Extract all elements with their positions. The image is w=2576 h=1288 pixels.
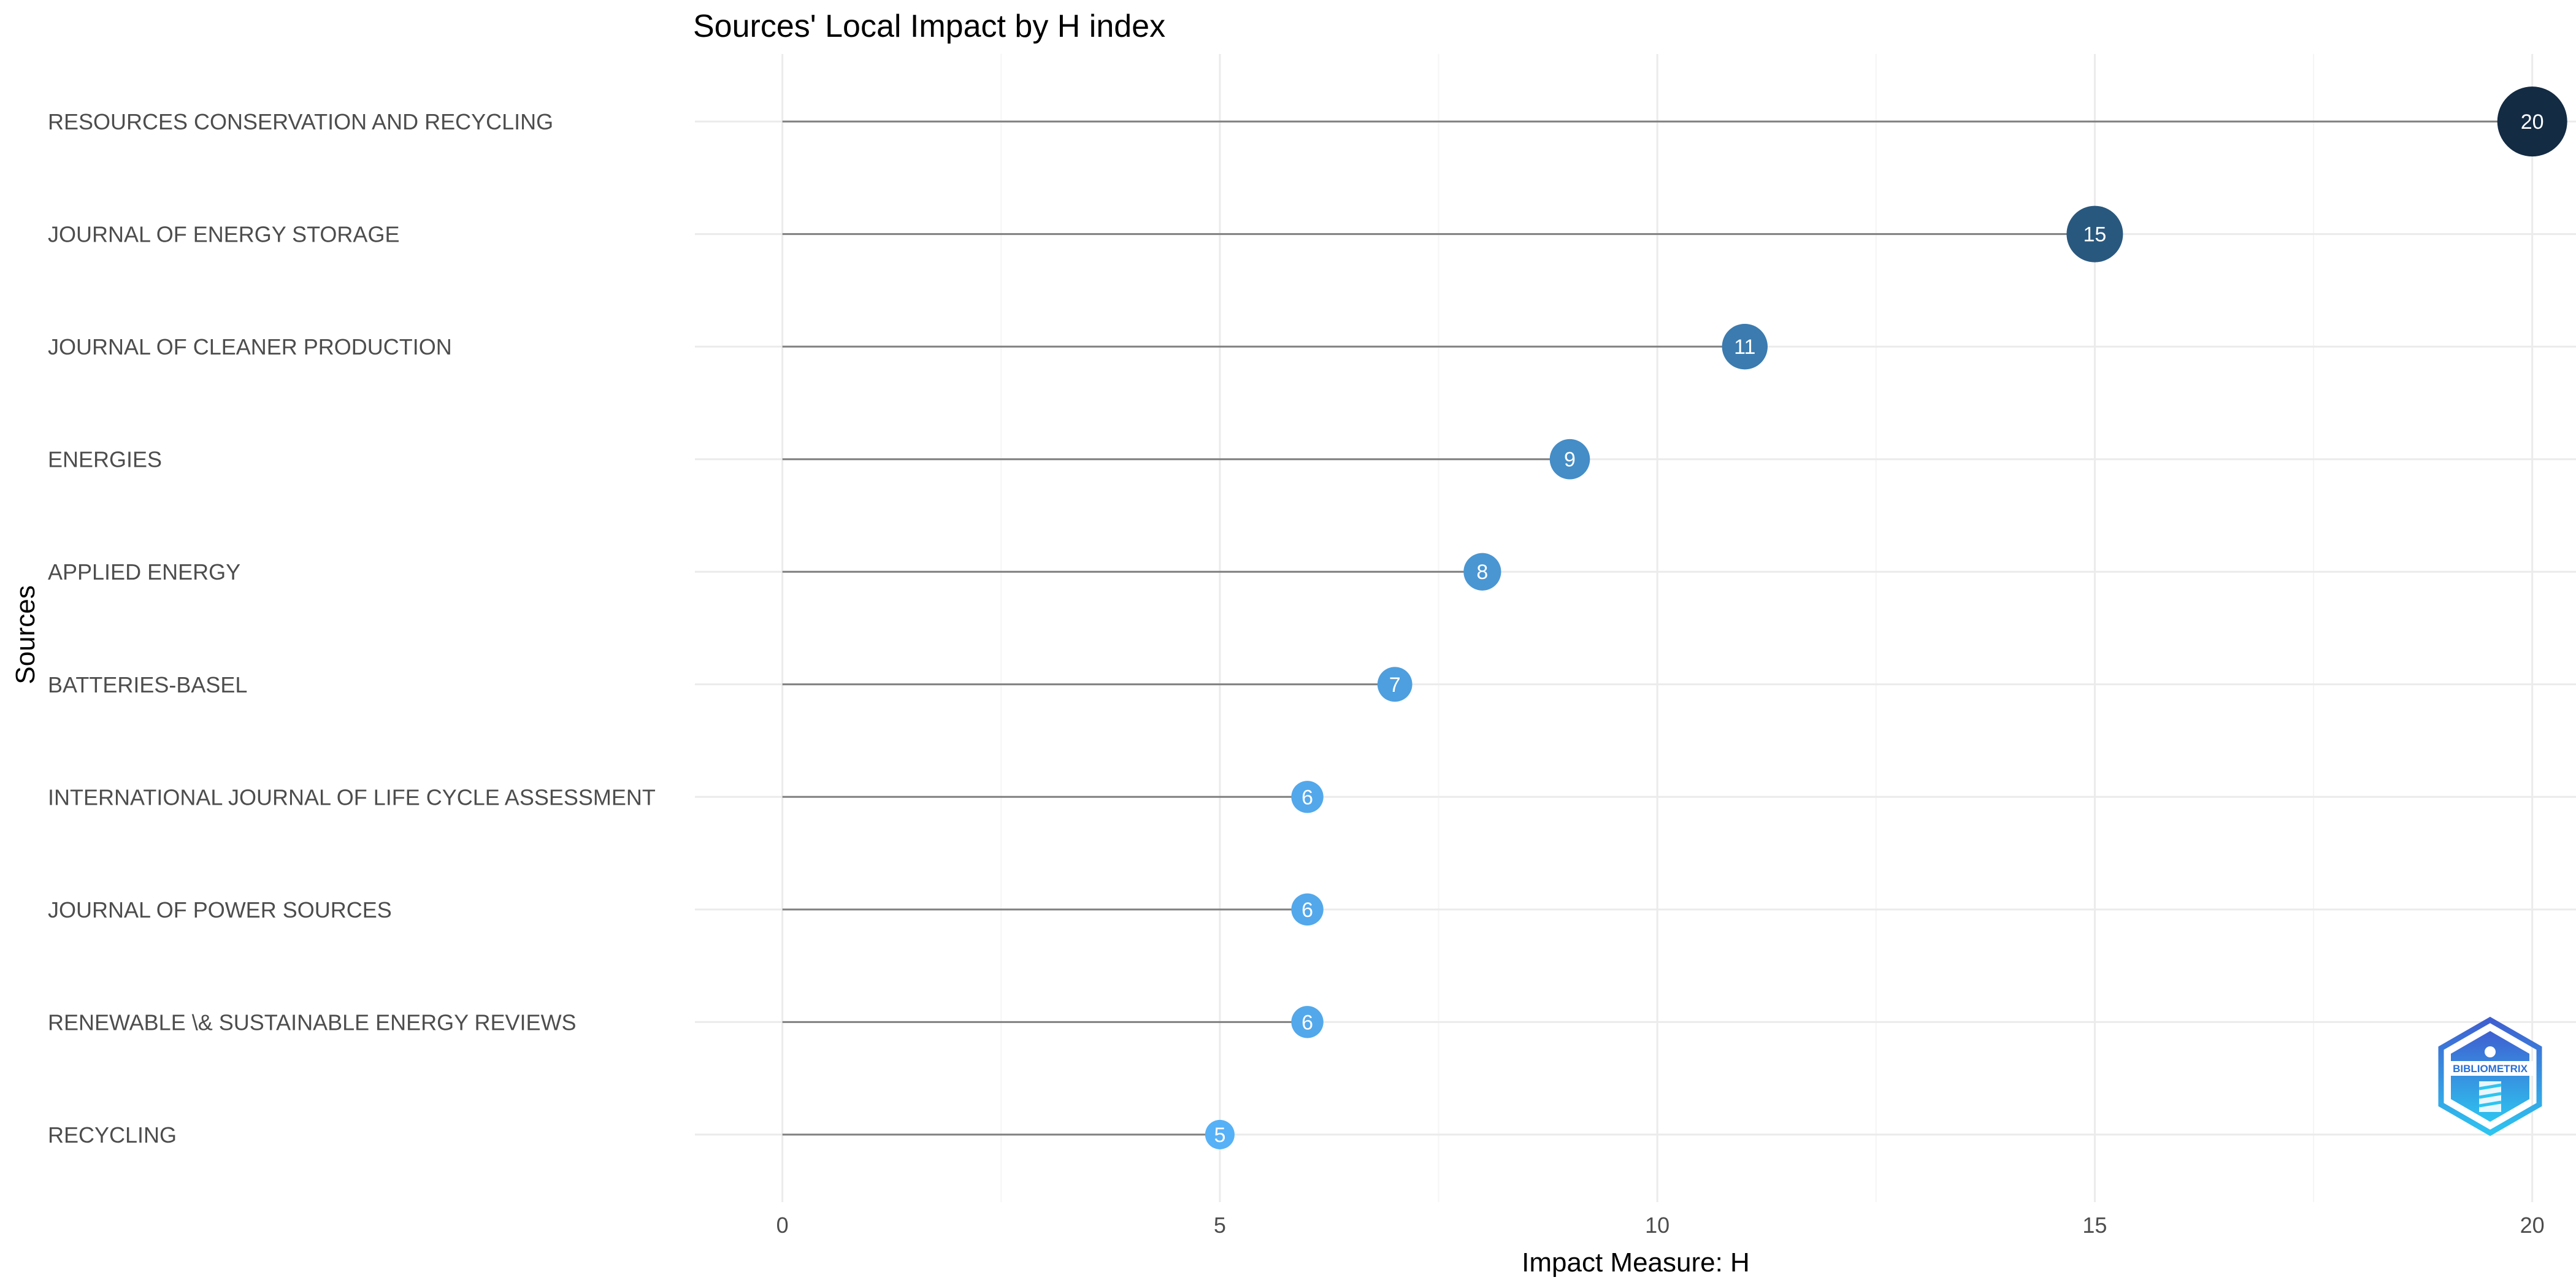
lollipop-point xyxy=(2066,205,2123,263)
x-tick-label: 15 xyxy=(2082,1213,2107,1238)
point-value-label: 6 xyxy=(1301,1011,1313,1034)
point-value-label: 6 xyxy=(1301,786,1313,809)
lollipop-point xyxy=(1722,323,1768,370)
y-tick-label: ENERGIES xyxy=(48,447,162,472)
point-value-label: 20 xyxy=(2521,110,2544,134)
y-tick-label: RENEWABLE \& SUSTAINABLE ENERGY REVIEWS xyxy=(48,1010,577,1035)
lollipop-point xyxy=(1291,1006,1324,1038)
point-value-label: 15 xyxy=(2083,223,2107,247)
lollipop-point xyxy=(1463,553,1501,591)
x-tick-label: 20 xyxy=(2520,1213,2545,1238)
lollipop-point xyxy=(1377,667,1413,702)
y-tick-label: APPLIED ENERGY xyxy=(48,559,240,585)
y-tick-label: RESOURCES CONSERVATION AND RECYCLING xyxy=(48,109,553,134)
point-value-label: 11 xyxy=(1734,335,1755,359)
chart-title: Sources' Local Impact by H index xyxy=(693,9,1165,44)
label-layer: 0 5 10 15 20 RESOURCES CONSERVATION AND RECYC… xyxy=(48,109,2545,1238)
y-tick-label: RECYCLING xyxy=(48,1122,177,1148)
y-tick-label: JOURNAL OF ENERGY STORAGE xyxy=(48,222,399,247)
point-value-label: 6 xyxy=(1301,899,1313,922)
lollipop-point xyxy=(1291,781,1324,813)
grid-layer xyxy=(695,54,2576,1202)
y-axis-title: Sources xyxy=(10,585,40,684)
point-value-label: 7 xyxy=(1389,673,1401,697)
lollipop-point xyxy=(1205,1119,1235,1149)
point-layer xyxy=(1205,86,2567,1149)
y-tick-label: JOURNAL OF POWER SOURCES xyxy=(48,897,392,922)
y-tick-label: INTERNATIONAL JOURNAL OF LIFE CYCLE ASSE… xyxy=(48,784,656,810)
x-axis-title: Impact Measure: H xyxy=(1522,1248,1750,1278)
y-tick-label: BATTERIES-BASEL xyxy=(48,672,247,697)
logo-text: BIBLIOMETRIX xyxy=(2453,1063,2528,1075)
lollipop-point xyxy=(1549,439,1590,480)
biblioshiny-logo-icon: BIBLIOMETRIX xyxy=(2438,1016,2542,1137)
x-tick-label: 5 xyxy=(1214,1213,1226,1238)
lollipop-point xyxy=(1291,893,1324,926)
x-tick-label: 0 xyxy=(776,1213,789,1238)
point-value-label: 8 xyxy=(1476,561,1488,584)
lollipop-point xyxy=(2497,86,2567,157)
point-value-label: 5 xyxy=(1214,1124,1225,1147)
segment-layer xyxy=(782,120,2532,1136)
point-value-label: 9 xyxy=(1564,448,1576,472)
x-tick-label: 10 xyxy=(1645,1213,1669,1238)
y-tick-label: JOURNAL OF CLEANER PRODUCTION xyxy=(48,334,452,359)
